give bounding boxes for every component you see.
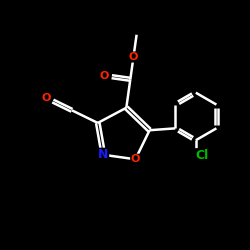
Text: N: N bbox=[98, 148, 108, 161]
Text: O: O bbox=[42, 93, 51, 103]
Text: O: O bbox=[129, 52, 138, 62]
Text: Cl: Cl bbox=[196, 149, 209, 162]
Text: O: O bbox=[131, 154, 140, 164]
Text: O: O bbox=[100, 71, 109, 81]
